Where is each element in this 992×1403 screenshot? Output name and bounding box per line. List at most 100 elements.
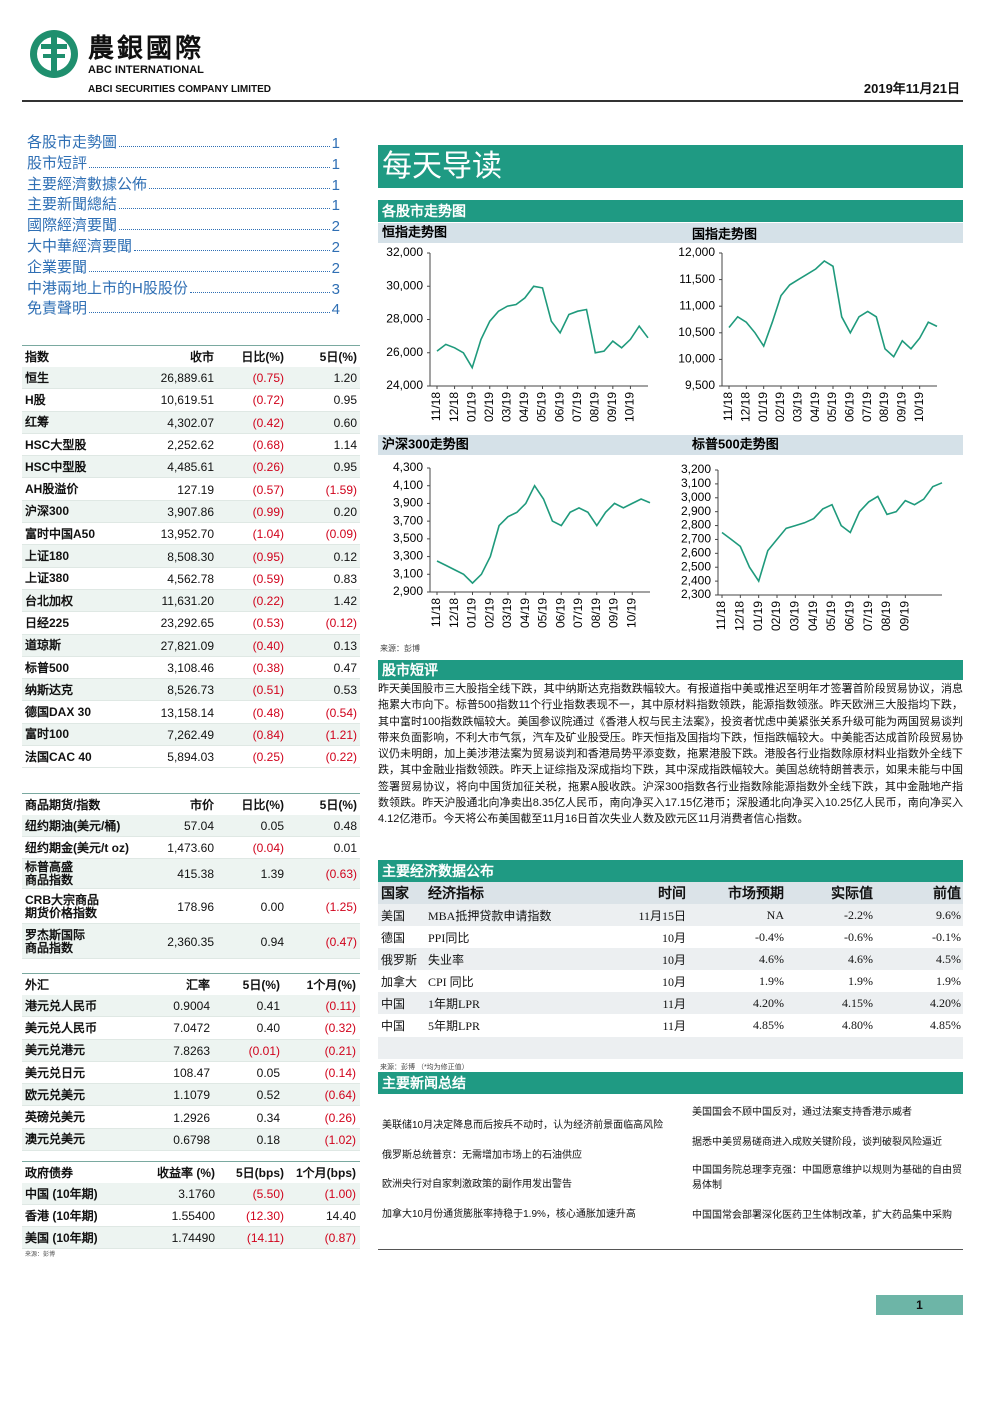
toc-title: 免責聲明: [27, 300, 88, 318]
table-row: [22, 1106, 360, 1129]
table-cell: 4,562.78: [167, 571, 214, 586]
row-label: 沪深300: [25, 504, 70, 519]
y-tick-label: 2,900: [681, 504, 711, 518]
table-cell: 0.41: [256, 999, 280, 1014]
table-cell: 4,302.07: [167, 415, 214, 430]
line: [728, 260, 938, 358]
line: [436, 285, 649, 370]
x-tick-label: 05/19: [536, 598, 550, 628]
toc-entry: 主要經濟數據公佈 1: [27, 174, 340, 194]
table-cell: (0.01): [248, 1043, 280, 1058]
table-header: 指数: [25, 349, 50, 364]
x-tick-label: 12/18: [739, 392, 753, 422]
row-label: 德国DAX 30: [25, 705, 92, 720]
table-cell: 中国: [381, 1018, 406, 1033]
table-cell: 10月: [661, 952, 686, 967]
table-cell: 10月: [661, 974, 686, 989]
x-tick-label: 02/19: [773, 392, 787, 422]
table-cell: 0.9004: [173, 999, 210, 1014]
row-label: 香港 (10年期): [25, 1208, 98, 1223]
table-row: [22, 837, 360, 859]
table-cell: 1.9%: [848, 973, 873, 988]
table-cell: 1.20: [333, 371, 357, 386]
x-tick-label: 02/19: [482, 598, 496, 628]
table-cell: (1.25): [325, 899, 357, 914]
toc-page: 1: [331, 197, 340, 215]
table-cell: (14.11): [246, 1231, 284, 1245]
toc-leader: [119, 146, 330, 147]
table-cell: 8,526.73: [167, 683, 214, 698]
table-row: [22, 590, 360, 613]
news-item: 美国国会不顾中国反对，通过法案支持香港示威者: [692, 1107, 912, 1118]
section-bar: 主要新闻总结: [378, 1072, 963, 1094]
table-header: 5日(%): [319, 349, 357, 364]
table-header: 实际值: [831, 885, 873, 901]
table-cell: (0.22): [325, 750, 357, 765]
table-cell: 11月: [662, 1018, 686, 1033]
toc-entry: 各股市走勢圖 1: [27, 132, 340, 152]
table-cell: (1.04): [252, 527, 284, 542]
y-tick-label: 32,000: [386, 245, 423, 259]
y-tick-label: 3,500: [393, 531, 423, 545]
chart-title: 恒指走势图: [382, 224, 447, 239]
toc-page: 4: [331, 301, 340, 319]
table-row: [22, 545, 360, 568]
table-row: [22, 656, 360, 680]
logo: [30, 30, 78, 78]
table-cell: (0.25): [252, 750, 284, 765]
x-tick-label: 08/19: [589, 598, 603, 628]
chart-title: 国指走势图: [692, 226, 757, 241]
table-row: [22, 612, 360, 635]
table-cell: (0.87): [324, 1231, 356, 1245]
table-cell: 2,360.35: [167, 934, 214, 949]
table-cell: (0.47): [325, 934, 357, 949]
table-row: [22, 367, 360, 390]
table-row: [22, 723, 360, 747]
table-cell: (1.21): [325, 727, 357, 742]
news-item: 俄罗斯总统普京：无需增加市场上的石油供应: [382, 1149, 582, 1161]
table-cell: (0.40): [252, 638, 284, 653]
commentary-text: 昨天美国股市三大股指全线下跌，其中纳斯达克指数跌幅较大。有报道指中美或推迟至明年…: [378, 683, 963, 826]
company-full: ABCI SECURITIES COMPANY LIMITED: [88, 84, 271, 95]
table-cell: 3,907.86: [167, 504, 214, 519]
x-tick-label: 11/18: [721, 392, 735, 421]
row-label: 上证180: [25, 549, 70, 564]
toc-page: 2: [331, 218, 340, 236]
table-header: 经济指标: [428, 885, 484, 901]
table-cell: 0.40: [256, 1021, 280, 1036]
toc-leader: [89, 166, 330, 168]
table-row: [22, 389, 360, 412]
toc-title: 中港兩地上市的H股股份: [27, 279, 188, 297]
toc-page: 1: [331, 135, 340, 152]
table-cell: 13,158.14: [160, 705, 214, 720]
x-tick-label: 09/19: [898, 601, 912, 631]
x-tick-label: 07/19: [571, 598, 585, 628]
table-row: [22, 889, 360, 924]
y-tick-label: 24,000: [386, 378, 423, 392]
table-cell: 4.5%: [936, 951, 961, 966]
table-cell: (0.64): [324, 1088, 356, 1103]
row-label: 美国 (10年期): [25, 1230, 98, 1245]
table-cell: 11月15日: [638, 908, 686, 923]
table-cell: 0.53: [333, 683, 357, 698]
table-cell: 0.12: [333, 549, 357, 564]
table-header: 1个月(bps): [295, 1165, 356, 1180]
x-tick-label: 04/19: [806, 601, 820, 631]
toc-entry: 大中華經濟要聞 2: [27, 236, 340, 256]
table-cell: 5,894.03: [167, 750, 214, 765]
x-tick-label: 03/19: [500, 598, 514, 628]
table-cell: MBA抵押贷款申请指数: [428, 908, 552, 923]
x-tick-label: 08/19: [587, 392, 601, 422]
x-tick-label: 12/18: [447, 598, 461, 628]
row-label: 上证380: [25, 571, 70, 586]
table-cell: 1,473.60: [167, 841, 214, 855]
row-label: 美元兑日元: [25, 1065, 86, 1080]
table-cell: 27,821.09: [160, 638, 214, 653]
table-cell: 8,508.30: [167, 549, 214, 564]
x-tick-label: 04/19: [808, 392, 822, 422]
table-cell: 1.1079: [173, 1088, 210, 1103]
toc-entry: 主要新聞總結 1: [27, 194, 340, 214]
table-header: 5日(%): [242, 977, 280, 992]
table-cell: (5.50): [252, 1187, 284, 1201]
